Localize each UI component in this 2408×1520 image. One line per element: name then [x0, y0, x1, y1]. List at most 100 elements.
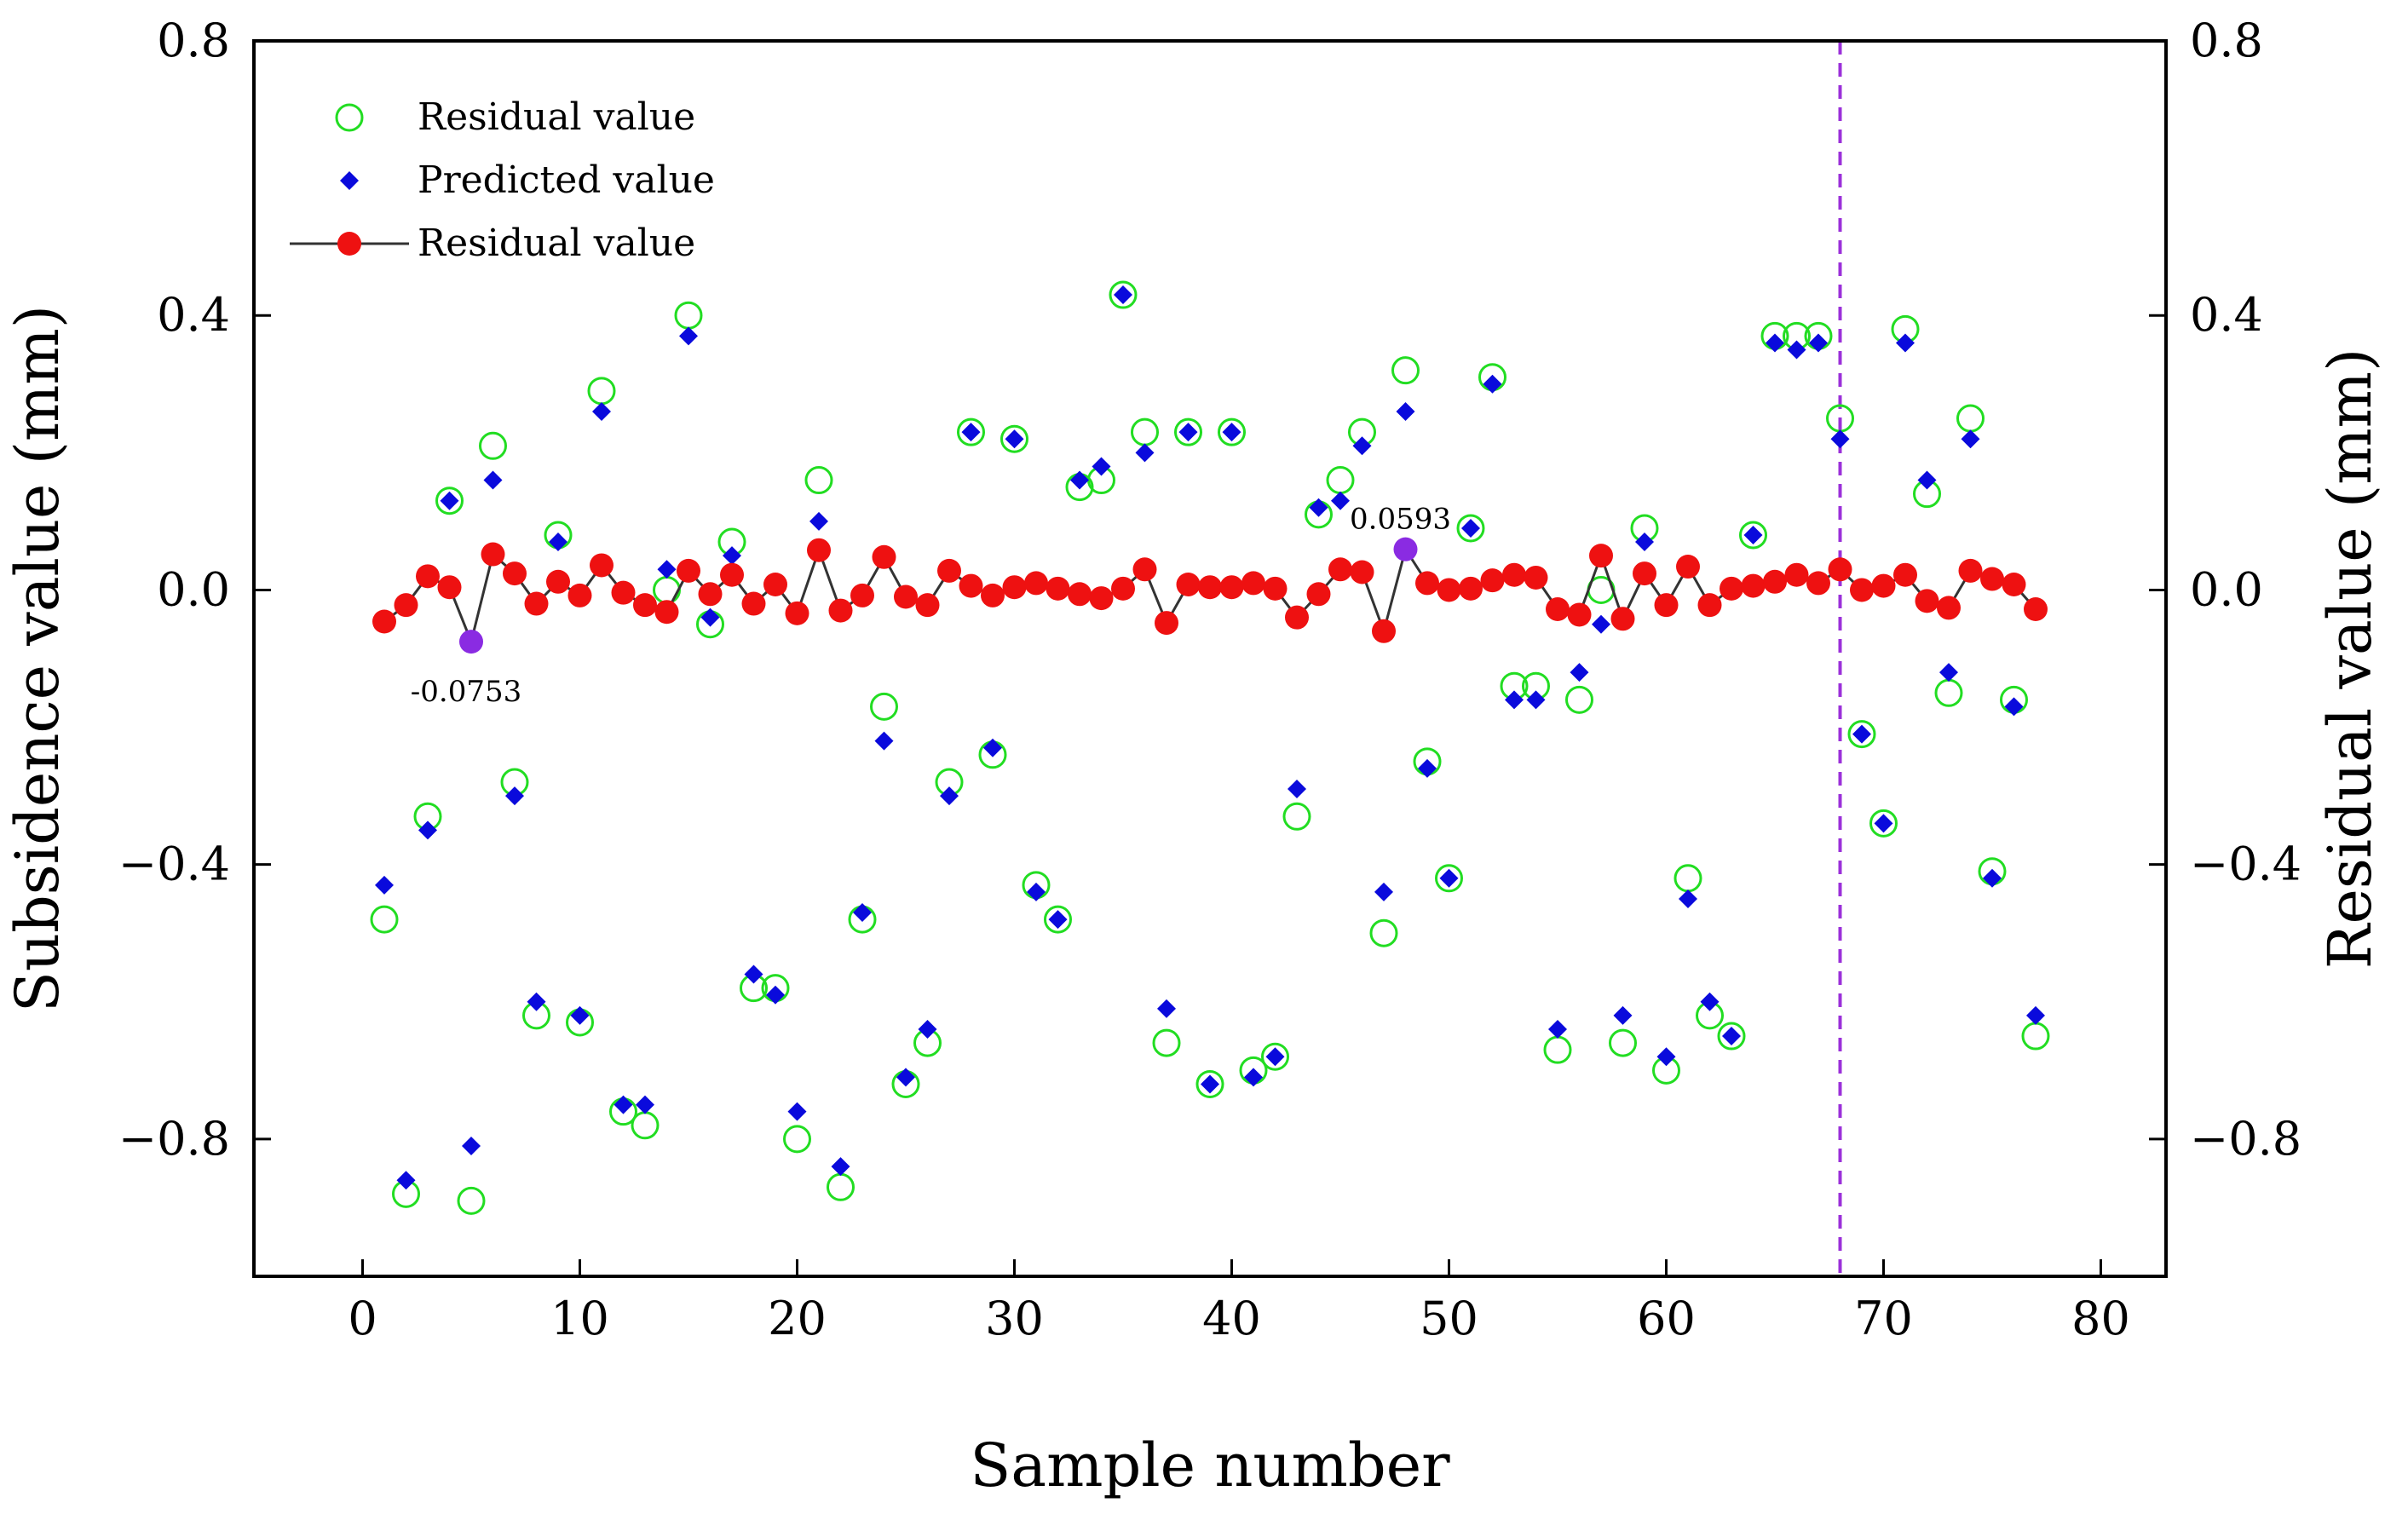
- predicted-diamond-point: [527, 992, 546, 1011]
- predicted-diamond-point: [1483, 374, 1502, 394]
- residual-dot-point: [1589, 544, 1613, 568]
- residual-dot-point: [1915, 589, 1939, 613]
- legend: Residual value Predicted value Residual va…: [290, 95, 715, 265]
- predicted-diamond-point: [1396, 402, 1415, 421]
- residual-open-circle-point: [1391, 356, 1420, 385]
- residual-dot-point: [1676, 555, 1700, 579]
- residual-open-circle-point: [1565, 685, 1593, 714]
- predicted-diamond-point: [614, 1095, 633, 1114]
- y-tick-label: 0.8: [157, 14, 230, 67]
- residual-dot-point: [1546, 597, 1570, 621]
- residual-dot-point: [1633, 561, 1656, 586]
- predicted-diamond-point: [809, 511, 828, 531]
- residual-dot-point: [741, 591, 766, 616]
- predicted-diamond-point: [1679, 889, 1697, 908]
- legend-open-circle-icon: [335, 103, 364, 132]
- y-tick-label: −0.4: [118, 838, 230, 891]
- predicted-diamond-point: [1830, 429, 1850, 449]
- residual-open-circle-point: [870, 692, 898, 721]
- predicted-diamond-point: [2026, 1005, 2045, 1025]
- predicted-diamond-point: [1048, 910, 1068, 930]
- legend-label: Predicted value: [418, 158, 715, 202]
- predicted-diamond-point: [1743, 526, 1763, 544]
- annotation-label: 0.0593: [1350, 503, 1451, 537]
- plot-area: -0.0753 0.0593: [370, 41, 2050, 1276]
- residual-open-circle-point: [1218, 417, 1246, 446]
- residual-dot-point: [828, 598, 853, 623]
- residual-dot-point: [850, 583, 874, 607]
- y2-tick-label: 0.0: [2190, 562, 2263, 616]
- residual-dot-point: [1828, 557, 1852, 582]
- x-tick-label: 10: [550, 1292, 609, 1345]
- residual-open-circle-point: [1152, 1028, 1181, 1057]
- residual-dot-point: [1763, 569, 1787, 594]
- x-tick-label: 80: [2071, 1292, 2130, 1345]
- residual-open-circle-point: [1000, 424, 1028, 453]
- residual-open-circle-point: [1456, 514, 1485, 543]
- predicted-diamond-point: [1201, 1074, 1219, 1094]
- y2-tick-label: 0.4: [2190, 288, 2263, 342]
- residual-open-circle-point: [1044, 905, 1072, 934]
- residual-dot-point: [1198, 575, 1222, 600]
- predicted-diamond-point: [1874, 814, 1893, 833]
- predicted-diamond-point: [1005, 429, 1024, 449]
- predicted-diamond-point: [1613, 1005, 1633, 1025]
- predicted-diamond-point: [549, 533, 567, 552]
- predicted-diamond-point: [1700, 992, 1720, 1011]
- residual-dot-point: [1697, 593, 1722, 618]
- residual-open-circle-point: [1282, 802, 1311, 831]
- x-axis-title: Sample number: [970, 1431, 1450, 1500]
- residual-dot-point: [437, 575, 462, 600]
- predicted-diamond-point: [657, 560, 677, 579]
- predicted-diamond-point: [1418, 758, 1437, 778]
- residual-dot-point: [1610, 607, 1635, 631]
- residual-dot-point: [1089, 586, 1114, 611]
- predicted-diamond-point: [1917, 470, 1937, 490]
- residual-open-circle-point: [783, 1125, 811, 1154]
- residual-dot-point: [1263, 576, 1288, 601]
- residual-dot-point: [1219, 575, 1244, 600]
- predicted-diamond-point: [1939, 663, 1958, 682]
- residual-dot-point: [2002, 573, 2026, 596]
- residual-dot-point: [1937, 596, 1961, 620]
- predicted-diamond-point: [1766, 333, 1784, 353]
- residual-dot-point: [1350, 560, 1374, 584]
- residual-dot-point: [1850, 578, 1874, 602]
- residual-dot-point: [698, 582, 723, 607]
- legend-label: Residual value: [418, 222, 695, 265]
- predicted-diamond-point: [744, 964, 763, 984]
- residual-dot-point: [1871, 573, 1896, 598]
- predicted-diamond-point: [1722, 1027, 1741, 1046]
- residual-open-circle-point: [1261, 1042, 1289, 1071]
- y2-tick-label: −0.8: [2190, 1112, 2301, 1166]
- predicted-diamond-point: [1309, 498, 1328, 517]
- residual-dot-point: [654, 600, 679, 625]
- residual-dot-point: [1524, 565, 1548, 590]
- x-tick-label: 30: [985, 1292, 1044, 1345]
- residual-dot-point: [1372, 619, 1396, 643]
- plot-frame: [252, 39, 2168, 1278]
- residual-dot-point: [1415, 571, 1439, 596]
- residual-dot-point: [872, 544, 896, 569]
- residual-dot-point: [894, 584, 918, 609]
- residual-dot-point: [1980, 567, 2004, 591]
- residual-dot-point: [1132, 557, 1157, 582]
- residual-dot-point: [546, 569, 570, 594]
- residual-dot-point: [1306, 582, 1331, 607]
- predicted-diamond-point: [462, 1136, 481, 1155]
- residual-dot-point: [1958, 558, 1983, 583]
- predicted-diamond-point: [505, 786, 524, 806]
- residual-dot-point: [503, 561, 527, 586]
- residual-dot-point: [611, 580, 636, 605]
- x-tick-label: 20: [768, 1292, 827, 1345]
- predicted-diamond-point: [1896, 333, 1915, 353]
- residual-dot-point: [1806, 571, 1830, 596]
- axes: 0 10 20 30 40 50 60 70 80 0.8 0.4 0.0 −0.4 −0.8 0.8 0.4…: [118, 14, 2301, 1345]
- predicted-diamond-point: [1592, 614, 1610, 634]
- residual-dot-point: [1176, 573, 1201, 596]
- residual-dot-point: [1893, 562, 1917, 587]
- residual-dot-point: [959, 573, 983, 598]
- residual-dot-point: [1784, 562, 1809, 587]
- predicted-diamond-point: [831, 1157, 850, 1177]
